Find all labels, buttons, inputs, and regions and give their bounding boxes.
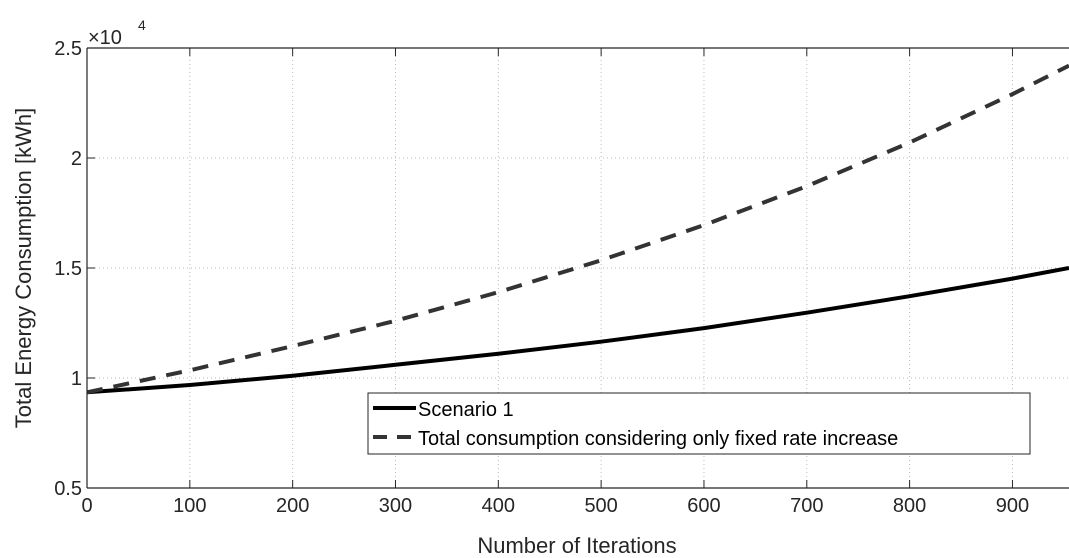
y-axis-ticks: 0.5 1 1.5 2 2.5: [54, 38, 95, 500]
series-line-fixed-rate: [86, 63, 1069, 395]
x-tick-label: 300: [379, 495, 412, 517]
legend: Scenario 1 Total consumption considering…: [367, 392, 1031, 455]
y-axis-label: Total Energy Consumption [kWh]: [11, 108, 36, 428]
y-tick-label: 0.5: [54, 478, 82, 500]
x-axis-ticks: 0 100 200 300 400 500 600 700 800 900: [81, 48, 1029, 517]
y-exponent-base: ×10: [88, 27, 122, 49]
x-tick-label: 700: [790, 495, 823, 517]
x-tick-label: 600: [687, 495, 720, 517]
y-tick-label: 1: [71, 368, 82, 390]
x-axis-label: Number of Iterations: [477, 533, 676, 558]
y-tick-label: 2.5: [54, 38, 82, 60]
x-tick-label: 100: [173, 495, 206, 517]
series-line-scenario-1: [86, 266, 1069, 395]
y-exponent-power: 4: [138, 17, 146, 33]
legend-box: [367, 392, 1031, 455]
x-tick-label: 500: [584, 495, 617, 517]
x-tick-label: 200: [276, 495, 309, 517]
x-tick-label: 800: [893, 495, 926, 517]
x-tick-label: 900: [996, 495, 1029, 517]
y-tick-label: 1.5: [54, 258, 82, 280]
grid-lines: [87, 48, 1069, 488]
x-tick-label: 400: [482, 495, 515, 517]
series-lines: [86, 63, 1069, 395]
legend-label-fixed-rate: Total consumption considering only fixed…: [418, 428, 898, 450]
y-tick-label: 2: [71, 148, 82, 170]
legend-label-scenario-1: Scenario 1: [418, 399, 514, 421]
x-tick-label: 0: [81, 495, 92, 517]
